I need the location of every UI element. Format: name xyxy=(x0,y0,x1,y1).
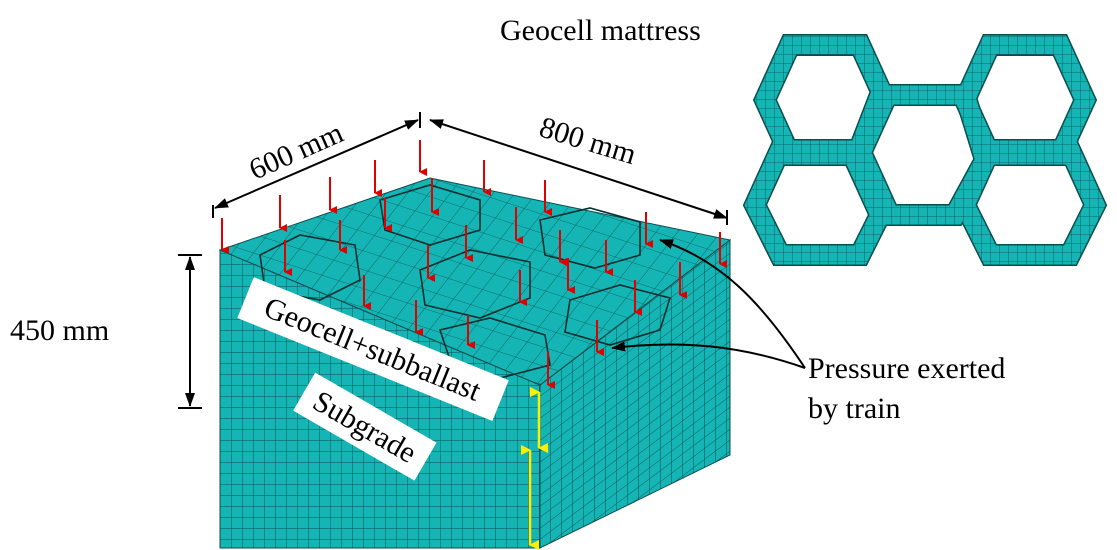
height-label: 450 mm xyxy=(10,314,109,347)
length-label: 800 mm xyxy=(536,111,640,172)
annotation-line: Pressure exerted xyxy=(808,352,1005,385)
model-box xyxy=(220,178,730,548)
geocell-mattress xyxy=(755,45,1095,255)
diagram: 600 mm 800 mm 450 mm Geocell+subballast … xyxy=(0,0,1117,550)
width-label: 600 mm xyxy=(244,116,348,186)
annotation-line: by train xyxy=(808,392,900,425)
mattress-title: Geocell mattress xyxy=(500,14,701,47)
